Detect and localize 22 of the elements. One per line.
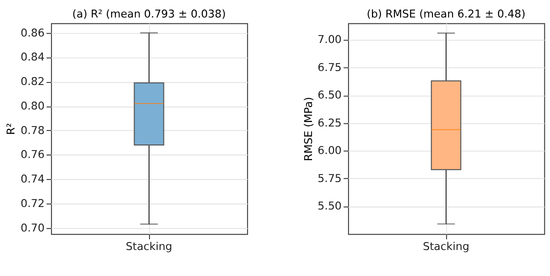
chart-title: (b) RMSE (mean 6.21 ± 0.48) [366, 7, 526, 20]
y-tick-label: 6.75 [318, 60, 342, 74]
y-tick-label: 0.72 [20, 196, 45, 210]
y-tick-label: 0.74 [20, 172, 45, 186]
y-tick-label: 6.25 [318, 116, 342, 130]
x-tick-label: Stacking [126, 240, 172, 254]
y-tick-label: 5.75 [318, 172, 342, 185]
y-tick-label: 6.50 [318, 88, 342, 102]
y-tick-label: 5.50 [318, 200, 342, 213]
chart-title: (a) R² (mean 0.793 ± 0.038) [72, 7, 226, 20]
y-axis-title: RMSE (MPa) [302, 96, 315, 162]
y-tick-label: 0.80 [20, 99, 45, 112]
x-tick-label: Stacking [422, 240, 470, 254]
y-tick-label: 6.00 [318, 144, 342, 158]
y-tick-label: 0.70 [20, 221, 45, 234]
y-tick-label: 0.76 [20, 148, 45, 162]
y-tick-label: 7.00 [318, 33, 342, 46]
y-tick-label: 0.78 [20, 124, 45, 137]
y-tick-label: 0.84 [20, 50, 45, 64]
y-axis-title: R² [4, 123, 18, 135]
y-tick-label: 0.82 [20, 75, 45, 88]
y-tick-label: 0.86 [20, 26, 45, 40]
